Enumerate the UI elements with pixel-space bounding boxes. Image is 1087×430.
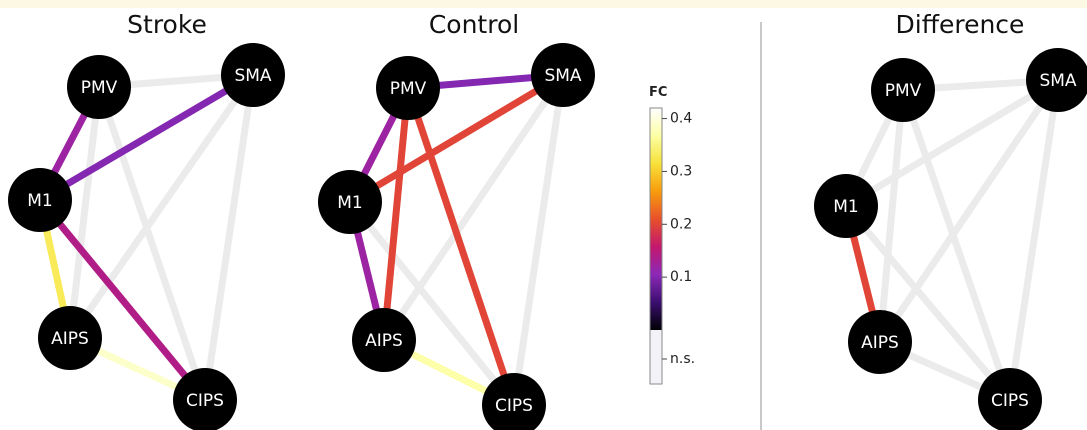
node-circle <box>531 43 595 107</box>
panel-title-stroke: Stroke <box>127 10 207 39</box>
node-circle <box>376 56 440 120</box>
node-aips: AIPS <box>352 308 416 372</box>
node-aips: AIPS <box>848 310 912 374</box>
node-label: SMA <box>234 66 271 86</box>
node-label: PMV <box>81 78 118 98</box>
node-label: SMA <box>1039 71 1076 91</box>
top-banner <box>0 0 1087 8</box>
colorbar-gradient <box>650 108 662 330</box>
node-label: M1 <box>833 197 858 217</box>
node-circle <box>173 368 237 430</box>
node-label: CIPS <box>495 396 533 416</box>
edge-pmv-cips <box>404 86 518 407</box>
edge-sma-aips <box>877 78 1061 344</box>
node-circle <box>871 58 935 122</box>
node-circle <box>352 308 416 372</box>
node-label: M1 <box>337 193 362 213</box>
node-sma: SMA <box>531 43 595 107</box>
colorbar-tick-label: 0.4 <box>670 111 692 127</box>
node-label: AIPS <box>365 331 403 351</box>
edge-sma-aips <box>381 73 566 342</box>
network-stroke: PMV SMA M1 AIPS CIPS <box>8 43 285 430</box>
colorbar-ns-swatch <box>650 330 662 384</box>
node-circle <box>38 306 102 370</box>
edge-sma-m1 <box>348 71 565 206</box>
node-label: M1 <box>27 191 52 211</box>
edge-sma-cips <box>201 74 257 401</box>
node-m1: M1 <box>318 170 382 234</box>
node-cips: CIPS <box>173 368 237 430</box>
panel-divider <box>760 22 762 430</box>
node-circle <box>221 43 285 107</box>
node-label: PMV <box>390 79 427 99</box>
network-control: PMV SMA M1 AIPS CIPS <box>318 43 595 430</box>
node-label: AIPS <box>51 329 89 349</box>
node-label: SMA <box>544 66 581 86</box>
node-sma: SMA <box>221 43 285 107</box>
edge-pmv-aips <box>876 89 907 343</box>
edge-pmv-aips <box>380 87 412 341</box>
node-m1: M1 <box>814 174 878 238</box>
edge-m1-cips <box>347 199 517 408</box>
colorbar-ns-label: n.s. <box>670 351 695 367</box>
node-circle <box>8 168 72 232</box>
node-m1: M1 <box>8 168 72 232</box>
colorbar-frame <box>649 107 663 385</box>
edge-m1-cips <box>37 197 208 403</box>
node-label: PMV <box>885 81 922 101</box>
panel-title-difference: Difference <box>895 10 1025 39</box>
edge-pmv-cips <box>899 88 1014 402</box>
node-pmv: PMV <box>871 58 935 122</box>
edge-sma-m1 <box>38 71 255 204</box>
node-circle <box>318 170 382 234</box>
edge-pmv-aips <box>66 86 103 339</box>
node-circle <box>67 55 131 119</box>
node-pmv: PMV <box>67 55 131 119</box>
node-sma: SMA <box>1026 48 1087 112</box>
colorbar-tick-label: 0.2 <box>670 216 692 232</box>
node-aips: AIPS <box>38 306 102 370</box>
edge-sma-m1 <box>844 76 1060 210</box>
edge-pmv-cips <box>95 85 209 402</box>
node-circle <box>978 368 1042 430</box>
network-difference: PMV SMA M1 AIPS CIPS <box>814 48 1087 430</box>
node-pmv: PMV <box>376 56 440 120</box>
colorbar-title: FC <box>649 85 667 100</box>
edge-sma-cips <box>510 74 567 406</box>
node-circle <box>848 310 912 374</box>
colorbar-tick-label: 0.3 <box>670 163 692 179</box>
node-circle <box>482 373 546 430</box>
node-cips: CIPS <box>978 368 1042 430</box>
edge-m1-cips <box>843 203 1013 403</box>
colorbar-tick-label: 0.1 <box>670 269 692 285</box>
node-label: CIPS <box>186 391 224 411</box>
node-label: CIPS <box>991 391 1029 411</box>
edge-sma-aips <box>67 73 256 340</box>
node-label: AIPS <box>861 333 899 353</box>
node-circle <box>1026 48 1087 112</box>
node-cips: CIPS <box>482 373 546 430</box>
node-circle <box>814 174 878 238</box>
edge-sma-cips <box>1006 79 1062 401</box>
panel-title-control: Control <box>428 10 520 39</box>
colorbar: FC0.4 0.3 0.2 0.1 n.s. <box>649 85 695 385</box>
